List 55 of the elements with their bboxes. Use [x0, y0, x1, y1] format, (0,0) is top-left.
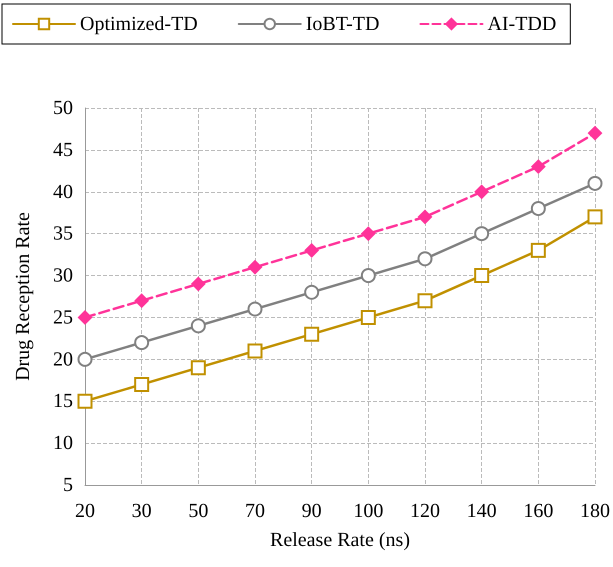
y-tick-label: 10: [53, 432, 73, 454]
x-tick-label: 30: [132, 500, 152, 522]
point: [360, 268, 376, 284]
x-tick-label: 100: [353, 500, 384, 522]
point: [474, 268, 490, 284]
y-axis-title: Drug Reception Rate: [12, 212, 34, 381]
x-tick-label: 140: [466, 500, 497, 522]
point: [78, 310, 92, 324]
x-tick-label: 70: [245, 500, 265, 522]
point: [530, 201, 546, 216]
y-tick-label: 15: [53, 390, 73, 412]
point: [248, 302, 262, 317]
point: [190, 318, 206, 334]
point: [360, 310, 376, 325]
point: [418, 251, 432, 266]
point: [78, 394, 92, 409]
point: [474, 184, 489, 199]
point: [134, 335, 150, 350]
x-tick-label: 180: [580, 500, 610, 522]
point: [304, 243, 319, 258]
y-tick-label: 25: [53, 306, 73, 328]
point: [304, 284, 320, 300]
legend-label: AI-TDD: [487, 13, 556, 35]
point: [588, 209, 602, 224]
x-tick-label: 20: [75, 500, 95, 522]
x-tick-label: 120: [410, 500, 440, 522]
x-tick-label: 50: [188, 500, 208, 522]
point: [531, 160, 546, 174]
x-tick-label: 90: [302, 500, 322, 522]
y-tick-label: 40: [53, 180, 73, 203]
point: [418, 293, 432, 308]
point: [78, 352, 92, 367]
x-axis-title: Release Rate (ns): [270, 529, 410, 551]
y-tick-label: 45: [53, 138, 73, 161]
point: [134, 294, 149, 308]
y-tick-label: 35: [53, 222, 73, 245]
point: [474, 226, 490, 242]
point: [248, 343, 262, 358]
x-tick-label: 160: [523, 500, 554, 522]
y-tick-label: 20: [53, 348, 73, 370]
y-tick-label: 5: [63, 474, 73, 496]
point: [588, 176, 602, 191]
legend-label: IoBT-TD: [306, 13, 380, 35]
point: [418, 210, 432, 224]
point: [361, 226, 376, 241]
point: [134, 376, 150, 392]
point: [304, 326, 320, 342]
point: [190, 360, 206, 376]
y-tick-label: 30: [53, 264, 73, 287]
legend-label: Optimized-TD: [80, 13, 198, 35]
point: [191, 276, 206, 291]
point: [530, 242, 546, 258]
point: [248, 260, 262, 274]
point: [588, 126, 602, 140]
y-tick-label: 50: [53, 97, 73, 119]
